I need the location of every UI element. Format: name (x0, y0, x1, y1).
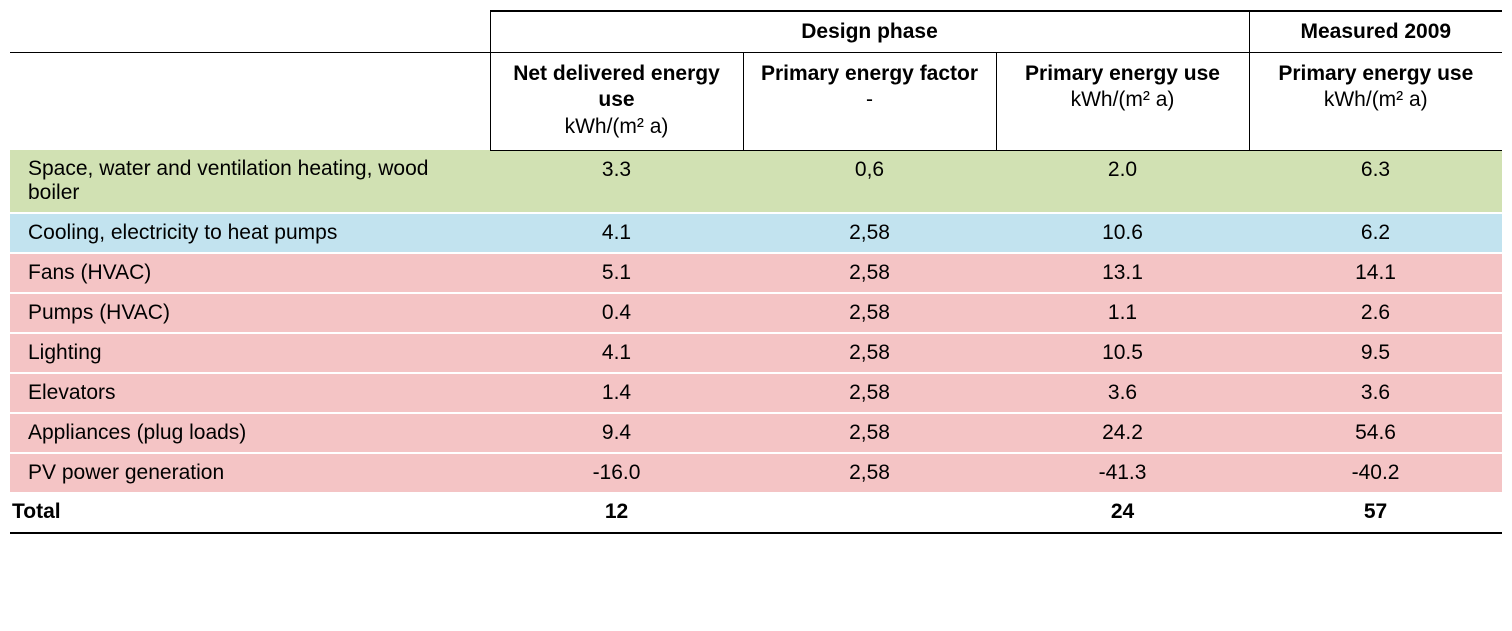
table-column-header: Net delivered energy use kWh/(m² a) Prim… (10, 53, 1502, 151)
col-title: Primary energy use (1264, 61, 1489, 87)
cell-value: 5.1 (490, 253, 743, 293)
row-label: Elevators (10, 373, 490, 413)
row-label: PV power generation (10, 453, 490, 493)
row-label: Fans (HVAC) (10, 253, 490, 293)
cell-value: 1.1 (996, 293, 1249, 333)
col-unit: kWh/(m² a) (1264, 87, 1489, 113)
cell-value: 9.5 (1249, 333, 1502, 373)
row-label: Lighting (10, 333, 490, 373)
cell-value: 24.2 (996, 413, 1249, 453)
col-net-delivered: Net delivered energy use kWh/(m² a) (490, 53, 743, 151)
cell-value: 14.1 (1249, 253, 1502, 293)
cell-value: 2,58 (743, 213, 996, 253)
col-unit: - (758, 87, 982, 113)
col-primary-use-design: Primary energy use kWh/(m² a) (996, 53, 1249, 151)
cell-value: 6.2 (1249, 213, 1502, 253)
cell-value: -16.0 (490, 453, 743, 493)
table-row: PV power generation-16.02,58-41.3-40.2 (10, 453, 1502, 493)
col-primary-use-measured: Primary energy use kWh/(m² a) (1249, 53, 1502, 151)
row-label: Pumps (HVAC) (10, 293, 490, 333)
header-blank (10, 11, 490, 53)
cell-value: 10.5 (996, 333, 1249, 373)
cell-value: 13.1 (996, 253, 1249, 293)
col-title: Net delivered energy use (505, 61, 729, 114)
cell-value: 2.0 (996, 150, 1249, 213)
cell-value: 3.6 (1249, 373, 1502, 413)
cell-value: 54.6 (1249, 413, 1502, 453)
col-title: Primary energy factor (758, 61, 982, 87)
cell-value: 9.4 (490, 413, 743, 453)
cell-value: 2.6 (1249, 293, 1502, 333)
header-blank (10, 53, 490, 151)
cell-value: 2,58 (743, 413, 996, 453)
energy-table: Design phase Measured 2009 Net delivered… (10, 10, 1502, 534)
table-body: Space, water and ventilation heating, wo… (10, 150, 1502, 533)
table-row: Pumps (HVAC)0.42,581.12.6 (10, 293, 1502, 333)
cell-value: -41.3 (996, 453, 1249, 493)
total-label: Total (10, 493, 490, 533)
row-label: Appliances (plug loads) (10, 413, 490, 453)
col-unit: kWh/(m² a) (505, 114, 729, 140)
table-row: Fans (HVAC)5.12,5813.114.1 (10, 253, 1502, 293)
col-title: Primary energy use (1011, 61, 1235, 87)
table-group-header: Design phase Measured 2009 (10, 11, 1502, 53)
table-row: Cooling, electricity to heat pumps4.12,5… (10, 213, 1502, 253)
cell-value: 2,58 (743, 293, 996, 333)
total-value: 24 (996, 493, 1249, 533)
cell-value: 10.6 (996, 213, 1249, 253)
table-row: Space, water and ventilation heating, wo… (10, 150, 1502, 213)
cell-value: 2,58 (743, 333, 996, 373)
cell-value: 3.3 (490, 150, 743, 213)
total-value: 12 (490, 493, 743, 533)
row-label: Space, water and ventilation heating, wo… (10, 150, 490, 213)
total-value (743, 493, 996, 533)
cell-value: 2,58 (743, 453, 996, 493)
cell-value: 1.4 (490, 373, 743, 413)
table-row: Elevators1.42,583.63.6 (10, 373, 1502, 413)
header-measured: Measured 2009 (1249, 11, 1502, 53)
col-unit: kWh/(m² a) (1011, 87, 1235, 113)
table-total-row: Total12 2457 (10, 493, 1502, 533)
cell-value: 2,58 (743, 253, 996, 293)
col-primary-factor: Primary energy factor - (743, 53, 996, 151)
table-row: Appliances (plug loads)9.42,5824.254.6 (10, 413, 1502, 453)
cell-value: 2,58 (743, 373, 996, 413)
row-label: Cooling, electricity to heat pumps (10, 213, 490, 253)
cell-value: -40.2 (1249, 453, 1502, 493)
cell-value: 0.4 (490, 293, 743, 333)
cell-value: 3.6 (996, 373, 1249, 413)
table-row: Lighting4.12,5810.59.5 (10, 333, 1502, 373)
cell-value: 4.1 (490, 333, 743, 373)
total-value: 57 (1249, 493, 1502, 533)
cell-value: 4.1 (490, 213, 743, 253)
cell-value: 6.3 (1249, 150, 1502, 213)
cell-value: 0,6 (743, 150, 996, 213)
header-design-phase: Design phase (490, 11, 1249, 53)
